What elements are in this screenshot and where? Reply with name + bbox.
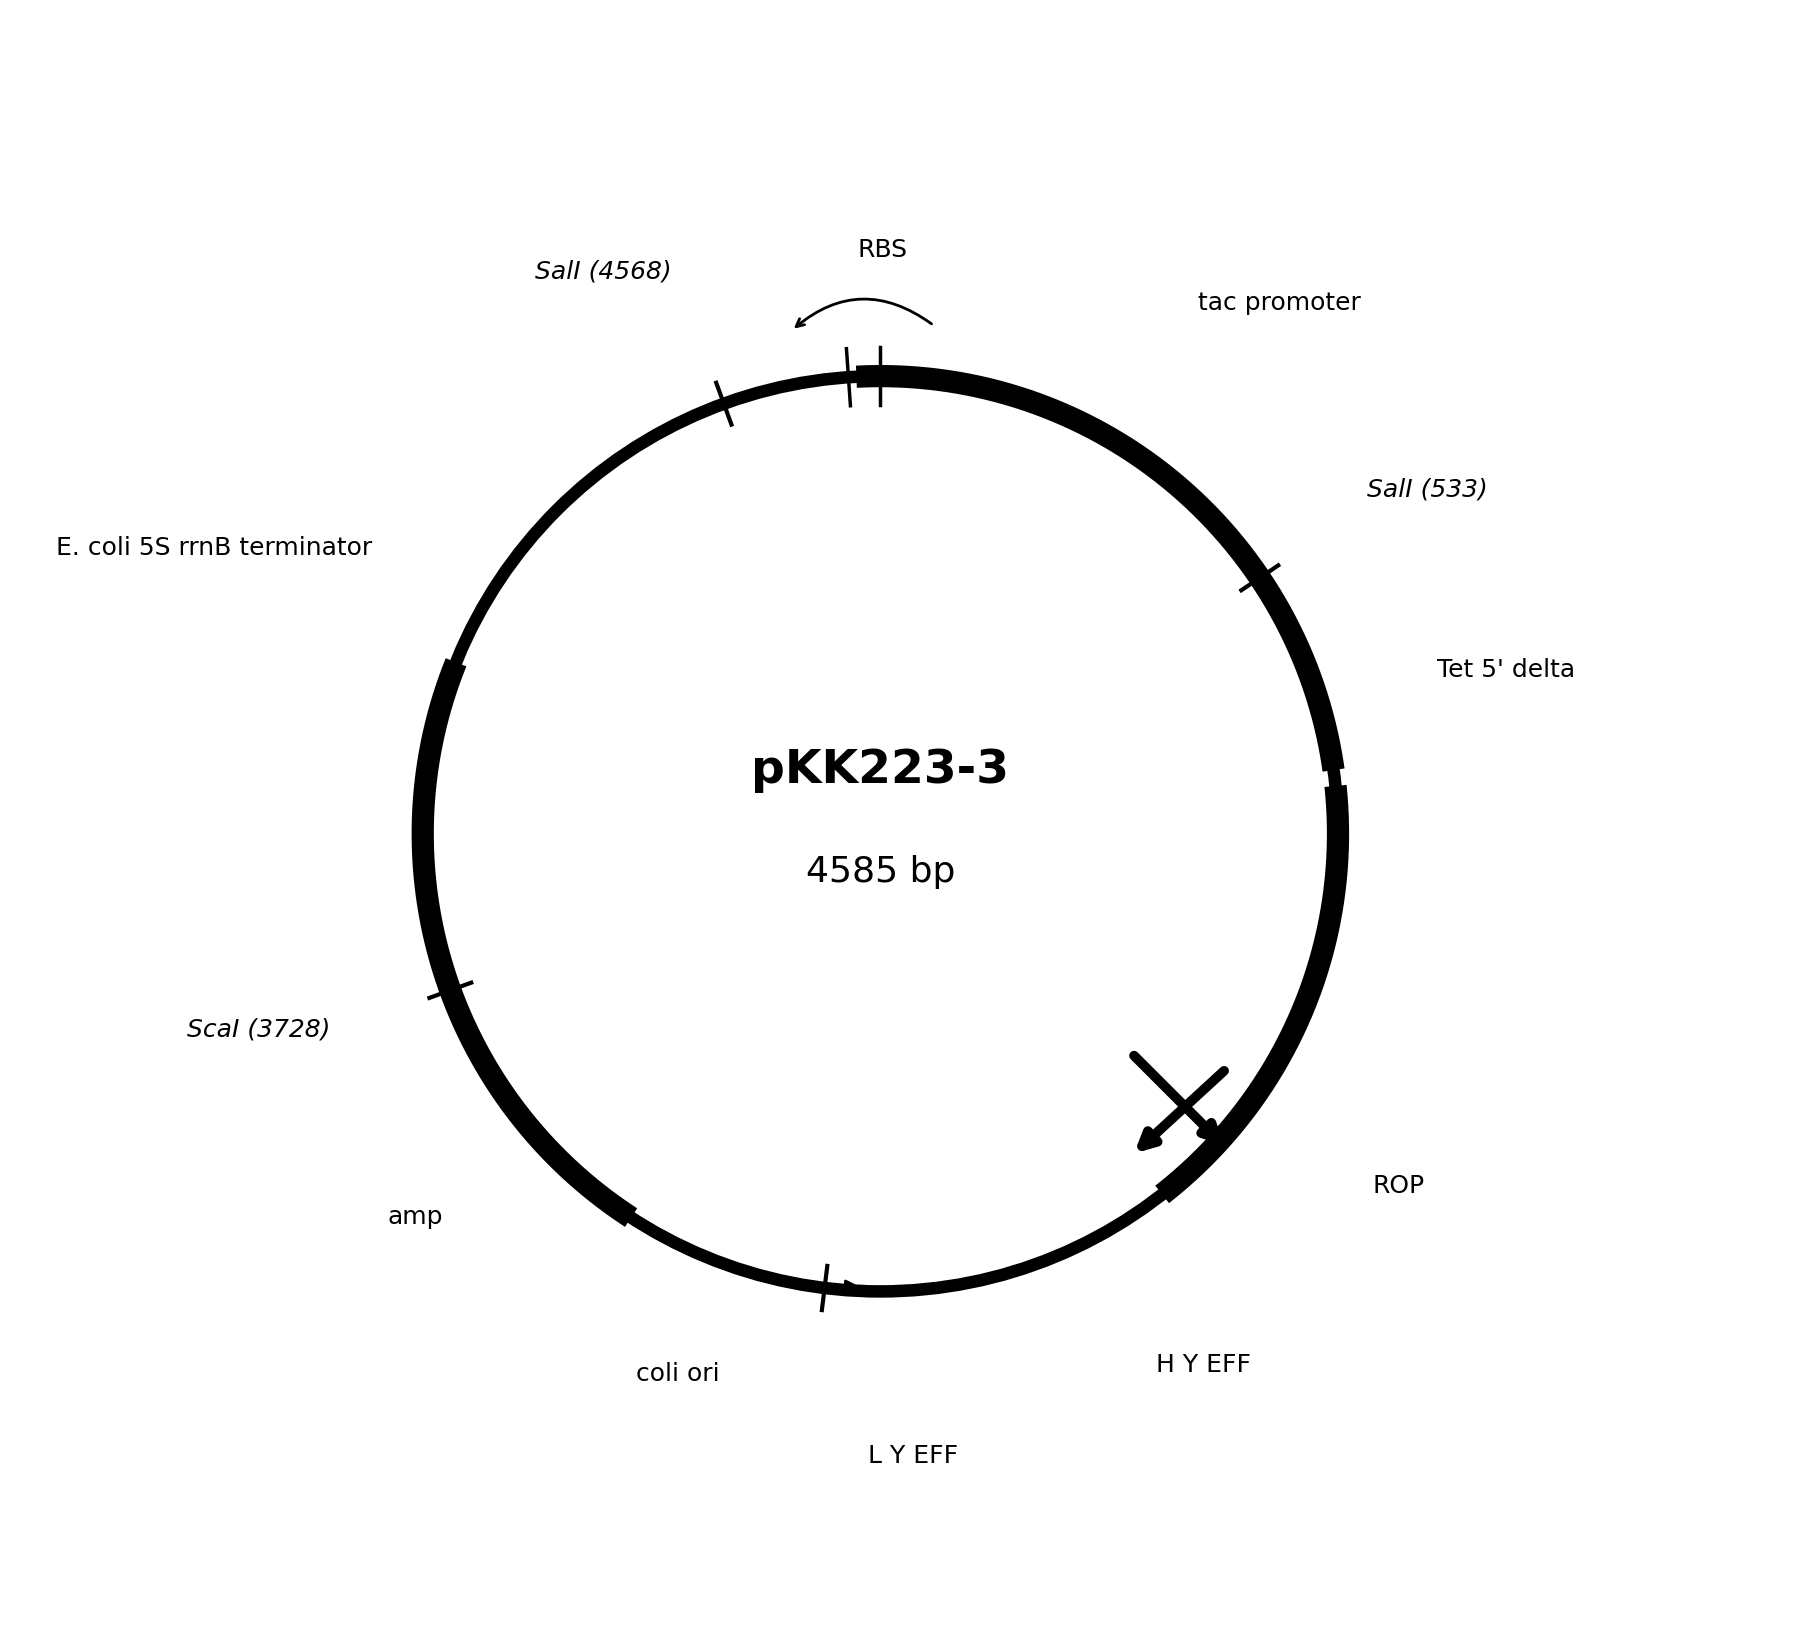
Text: E. coli 5S rrnB terminator: E. coli 5S rrnB terminator [56,535,372,560]
Text: SalI (4568): SalI (4568) [536,259,672,284]
Text: coli ori: coli ori [636,1362,720,1385]
Text: Tet 5' delta: Tet 5' delta [1437,657,1575,682]
Text: L Y EFF: L Y EFF [869,1443,958,1468]
Text: 4585 bp: 4585 bp [805,855,956,888]
Text: ScaI (3728): ScaI (3728) [187,1017,331,1042]
Text: pKK223-3: pKK223-3 [752,748,1010,792]
Text: H Y EFF: H Y EFF [1156,1354,1250,1377]
Text: tac promoter: tac promoter [1197,291,1361,315]
Text: amp: amp [387,1205,443,1228]
Text: SalI (533): SalI (533) [1368,477,1488,502]
Text: ROP: ROP [1374,1174,1425,1197]
Text: RBS: RBS [858,238,907,263]
